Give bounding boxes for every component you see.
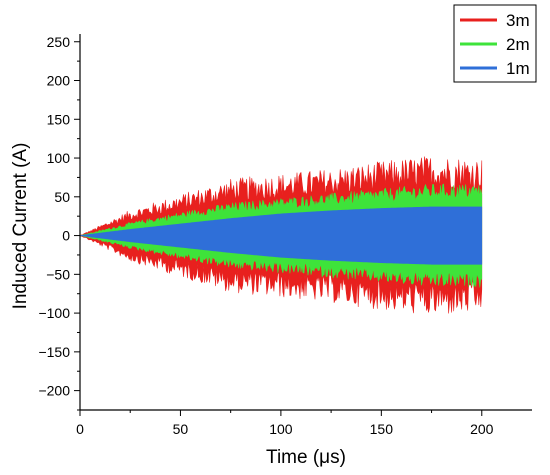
y-tick-label: 100 (47, 150, 71, 166)
x-tick-label: 100 (269, 421, 293, 437)
legend-label-2m: 2m (506, 35, 530, 54)
y-tick-label: −50 (46, 266, 70, 282)
x-tick-label: 50 (173, 421, 189, 437)
y-tick-label: 50 (54, 189, 70, 205)
y-tick-label: 250 (47, 34, 71, 50)
y-tick-label: −150 (38, 344, 70, 360)
series-1m (79, 206, 483, 265)
axes: 0 50 100 150 200 250 200 150 100 50 0 −50 −100 −150 −2… (38, 34, 532, 437)
y-tick-label: 150 (47, 111, 71, 127)
y-tick-label: 0 (62, 228, 70, 244)
y-axis-title: Induced Current (A) (10, 143, 31, 310)
legend: 3m 2m 1m (453, 4, 537, 83)
legend-label-3m: 3m (506, 11, 530, 30)
x-tick-label: 0 (76, 421, 84, 437)
y-tick-label: −200 (38, 383, 70, 399)
series-band-1m (79, 206, 483, 265)
plot-area (79, 156, 483, 314)
x-axis-title: Time (μs) (266, 447, 346, 468)
x-tick-label: 150 (370, 421, 394, 437)
x-tick-label: 200 (470, 421, 494, 437)
y-tick-label: −100 (38, 305, 70, 321)
y-tick-label: 200 (47, 73, 71, 89)
legend-label-1m: 1m (506, 59, 530, 78)
